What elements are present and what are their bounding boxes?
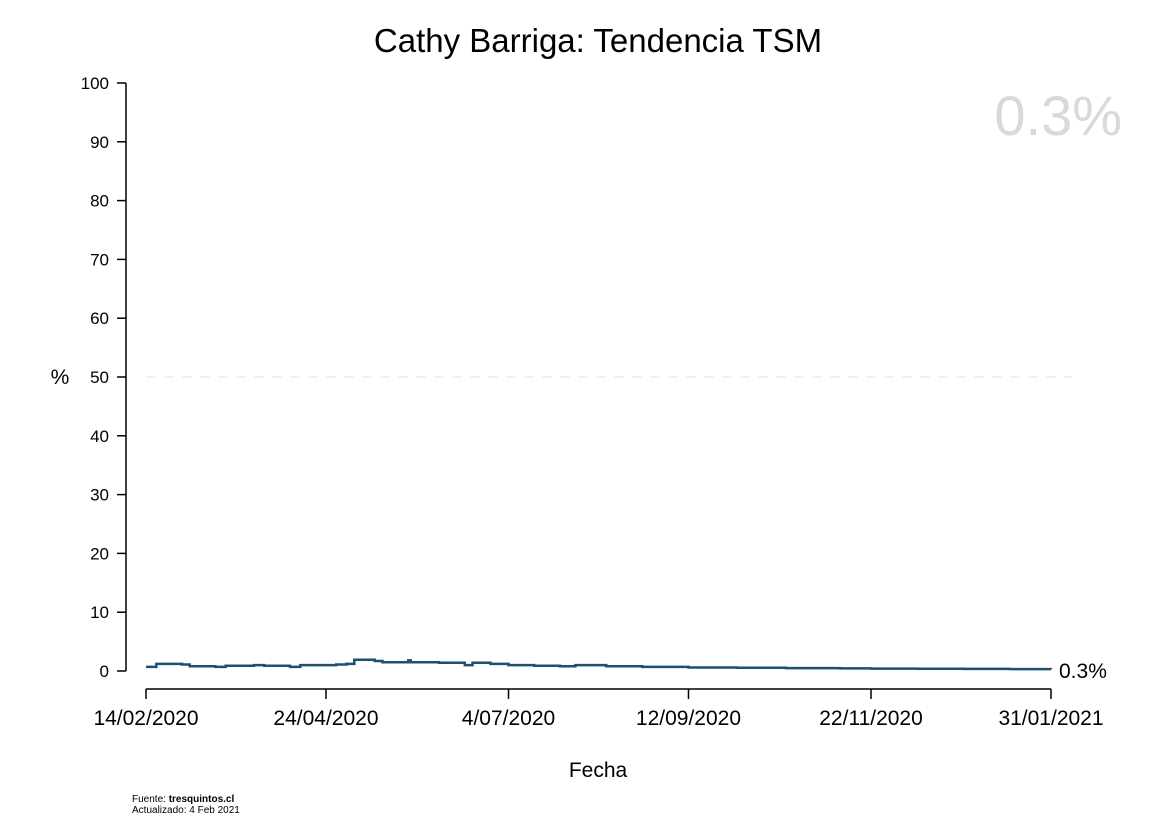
y-tick-label: 100 xyxy=(81,74,109,93)
y-tick-label: 10 xyxy=(90,603,109,622)
x-axis-label: Fecha xyxy=(569,759,628,782)
y-tick-label: 0 xyxy=(100,662,109,681)
y-tick-label: 80 xyxy=(90,192,109,211)
series-line xyxy=(146,658,1053,671)
source-line: Fuente: tresquintos.cl xyxy=(132,794,235,805)
y-tick-label: 50 xyxy=(90,368,109,387)
y-tick-label: 90 xyxy=(90,133,109,152)
source-note: Fuente: tresquintos.cl Actualizado: 4 Fe… xyxy=(132,794,240,816)
chart-title: Cathy Barriga: Tendencia TSM xyxy=(374,22,822,59)
current-value-watermark: 0.3% xyxy=(994,84,1122,147)
y-axis: 0 10 20 30 40 50 60 70 80 90 100 xyxy=(81,74,127,681)
end-value-label: 0.3% xyxy=(1059,660,1107,683)
x-tick-label: 22/11/2020 xyxy=(819,707,923,730)
y-tick-label: 60 xyxy=(90,309,109,328)
updated-line: Actualizado: 4 Feb 2021 xyxy=(132,805,240,816)
x-tick-label: 12/09/2020 xyxy=(636,707,741,730)
y-tick-label: 40 xyxy=(90,427,109,446)
x-tick-label: 4/07/2020 xyxy=(462,707,555,730)
y-tick-label: 70 xyxy=(90,250,109,269)
x-tick-label: 14/02/2020 xyxy=(93,707,198,730)
x-tick-label: 24/04/2020 xyxy=(273,707,378,730)
y-tick-label: 20 xyxy=(90,544,109,563)
y-tick-label: 30 xyxy=(90,486,109,505)
y-axis-label: % xyxy=(51,366,70,389)
x-tick-label: 31/01/2021 xyxy=(998,707,1103,730)
source-name: tresquintos.cl xyxy=(168,794,235,805)
x-axis: 14/02/2020 24/04/2020 4/07/2020 12/09/2020 2… xyxy=(93,688,1104,730)
